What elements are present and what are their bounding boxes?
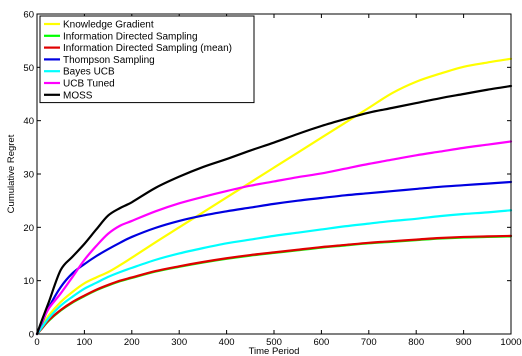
y-tick-label: 60 <box>23 10 34 21</box>
legend-entry: MOSS <box>63 90 93 101</box>
x-tick-label: 200 <box>124 337 140 348</box>
y-tick-label: 30 <box>23 170 34 181</box>
y-axis-label: Cumulative Regret <box>6 134 17 213</box>
x-tick-label: 900 <box>456 337 472 348</box>
y-tick-label: 0 <box>29 330 34 341</box>
x-tick-label: 500 <box>266 337 282 348</box>
y-tick-label: 20 <box>23 223 34 234</box>
y-tick-label: 50 <box>23 63 34 74</box>
legend-entry: Bayes UCB <box>63 67 115 78</box>
x-tick-label: 400 <box>219 337 235 348</box>
x-axis-label: Time Period <box>249 346 300 356</box>
legend-entry: Information Directed Sampling (mean) <box>63 43 232 54</box>
x-tick-label: 100 <box>76 337 92 348</box>
axis-ticks: 0 100 200 300 400 500 600 700 800 900 1000 0 10 20 30 4… <box>23 10 521 349</box>
series-line-2 <box>35 234 513 336</box>
series-line-5 <box>35 140 513 336</box>
series-line-3 <box>35 180 513 336</box>
x-tick-label: 600 <box>313 337 329 348</box>
series-lines <box>35 57 513 336</box>
y-tick-label: 10 <box>23 276 34 287</box>
legend-entry: Information Directed Sampling <box>63 31 198 42</box>
x-tick-label: 1000 <box>500 337 521 348</box>
legend-entry: Knowledge Gradient <box>63 20 154 31</box>
series-line-4 <box>35 209 513 336</box>
legend-box <box>39 15 255 104</box>
x-tick-label: 0 <box>34 337 39 348</box>
series-line-6 <box>35 84 513 336</box>
x-tick-label: 300 <box>171 337 187 348</box>
x-tick-label: 800 <box>408 337 424 348</box>
series-line-0 <box>35 57 513 336</box>
y-tick-label: 40 <box>23 116 34 127</box>
legend-entry: UCB Tuned <box>63 79 115 90</box>
legend-entry: Thompson Sampling <box>63 55 155 66</box>
x-tick-label: 700 <box>361 337 377 348</box>
